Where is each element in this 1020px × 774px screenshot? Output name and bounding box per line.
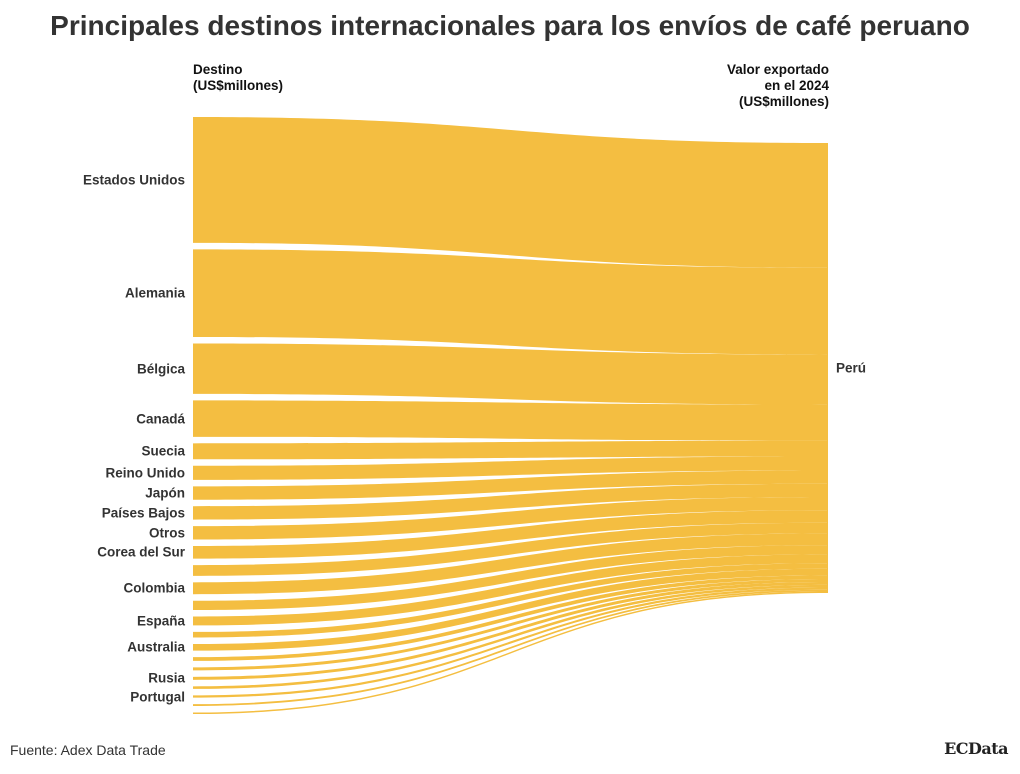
destination-label: Reino Unido [105, 465, 186, 481]
flow-estados-unidos [193, 117, 828, 268]
destination-column-header: Destino (US$millones) [193, 62, 284, 93]
destination-label: Canadá [136, 411, 185, 427]
flow-rusia [193, 581, 828, 680]
flow-corea-del-sur [193, 510, 828, 559]
flow-unlabeled-12 [193, 545, 828, 611]
value-column-header: Valor exportado en el 2024 (US$millones) [726, 62, 829, 109]
destination-label: Colombia [123, 580, 185, 596]
flow-australia [193, 568, 828, 651]
source-note: Fuente: Adex Data Trade [10, 742, 166, 758]
destination-label: Bélgica [136, 361, 185, 377]
flow-unlabeled-16 [193, 575, 828, 661]
flow-países-bajos [193, 483, 828, 520]
flow-unlabeled-19 [193, 584, 828, 689]
flow-reino-unido [193, 456, 828, 480]
destination-label: Suecia [141, 443, 185, 459]
flow-otros [193, 496, 828, 540]
target-node-peru [827, 143, 828, 593]
chart-title: Principales destinos internacionales par… [50, 10, 970, 41]
flow-unlabeled-21 [193, 589, 828, 707]
destination-label: Corea del Sur [97, 544, 185, 560]
destination-label: Australia [127, 639, 185, 655]
flow-bélgica [193, 343, 828, 405]
destination-label: Alemania [124, 285, 185, 301]
flow-unlabeled-22 [193, 591, 828, 714]
target-label-peru: Perú [836, 360, 867, 376]
destination-label: Países Bajos [101, 505, 185, 521]
flow-colombia [193, 533, 828, 595]
destination-label: Estados Unidos [82, 172, 185, 188]
brand-logo: ECData [944, 739, 1008, 758]
flow-japón [193, 470, 828, 500]
destination-label: España [136, 613, 185, 629]
flow-españa [193, 554, 828, 626]
flow-unlabeled-14 [193, 563, 828, 638]
destination-label: Japón [145, 485, 185, 501]
destination-label: Otros [148, 525, 185, 541]
flow-unlabeled-10 [193, 522, 828, 576]
flow-suecia [193, 440, 828, 460]
flow-canadá [193, 400, 828, 441]
flow-unlabeled-17 [193, 579, 828, 671]
flow-alemania [193, 249, 828, 355]
destination-label: Portugal [130, 689, 185, 705]
destination-label: Rusia [148, 670, 185, 686]
flow-portugal [193, 587, 828, 698]
